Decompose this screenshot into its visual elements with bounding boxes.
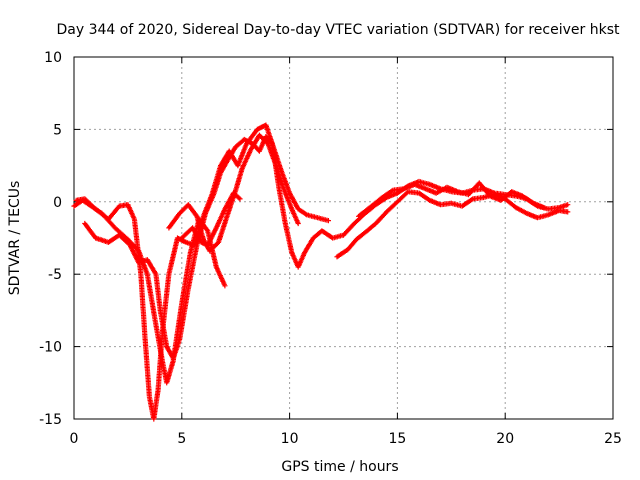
series-track-d: [166, 132, 301, 254]
axis-ticks: [73, 56, 614, 420]
y-axis-label: SDTVAR / TECUs: [7, 181, 23, 296]
y-tick-label: 5: [53, 122, 62, 138]
y-tick-label: -15: [39, 412, 62, 428]
x-axis-label: GPS time / hours: [281, 459, 398, 475]
y-tick-label: -5: [48, 267, 62, 283]
plot-frame: [73, 56, 614, 420]
series-markers: [334, 189, 571, 260]
y-tick-label: 0: [53, 195, 62, 211]
y-tick-label: -10: [39, 340, 62, 356]
x-tick-label: 5: [177, 431, 186, 447]
series-track-e: [179, 190, 243, 248]
series-markers: [356, 180, 547, 219]
tick-labels: 0 5 10 15 20 25 -15 -10 -5 0 5 10: [39, 50, 622, 447]
chart-title: Day 344 of 2020, Sidereal Day-to-day VTE…: [57, 22, 620, 38]
x-tick-label: 25: [604, 431, 622, 447]
series-markers: [73, 122, 571, 422]
series-markers: [166, 132, 301, 254]
data-series: [71, 122, 571, 422]
y-tick-label: 10: [44, 50, 62, 66]
series-track-g: [356, 180, 547, 219]
x-tick-label: 15: [388, 431, 406, 447]
series-track-b: [73, 122, 571, 422]
grid: [74, 57, 613, 419]
series-markers: [179, 190, 243, 248]
series-track-f: [334, 189, 571, 260]
x-tick-label: 0: [70, 431, 79, 447]
x-tick-label: 10: [281, 431, 299, 447]
x-tick-label: 20: [496, 431, 514, 447]
